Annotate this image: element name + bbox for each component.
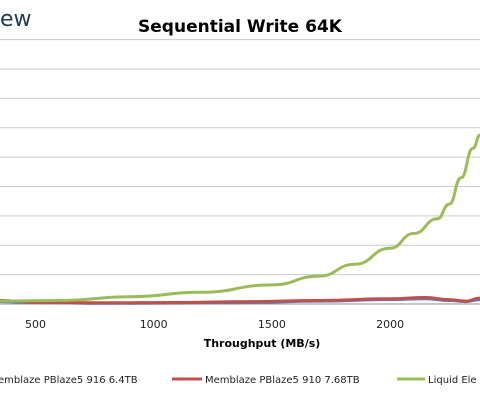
x-tick-label-1: 1000 (140, 318, 168, 331)
legend-label-1: Memblaze PBlaze5 910 7.68TB (205, 375, 360, 386)
legend: emblaze PBlaze5 916 6.4TB Memblaze PBlaze… (0, 375, 477, 386)
series-line-1 (0, 296, 480, 305)
x-tick-label-0: 500 (25, 318, 46, 331)
x-tick-label-3: 2000 (376, 318, 404, 331)
chart-title: Sequential Write 64K (138, 17, 343, 37)
legend-label-0: emblaze PBlaze5 916 6.4TB (0, 375, 138, 386)
x-axis-ticks: 500 1000 1500 2000 (25, 318, 404, 331)
legend-label-2: Liquid Ele (428, 375, 477, 386)
x-axis-title: Throughput (MB/s) (204, 337, 321, 350)
plot-area (0, 133, 480, 305)
x-tick-label-2: 1500 (258, 318, 286, 331)
series-line-2 (0, 133, 480, 303)
gridlines (0, 39, 480, 305)
brand-logo-text: ew (0, 7, 32, 32)
